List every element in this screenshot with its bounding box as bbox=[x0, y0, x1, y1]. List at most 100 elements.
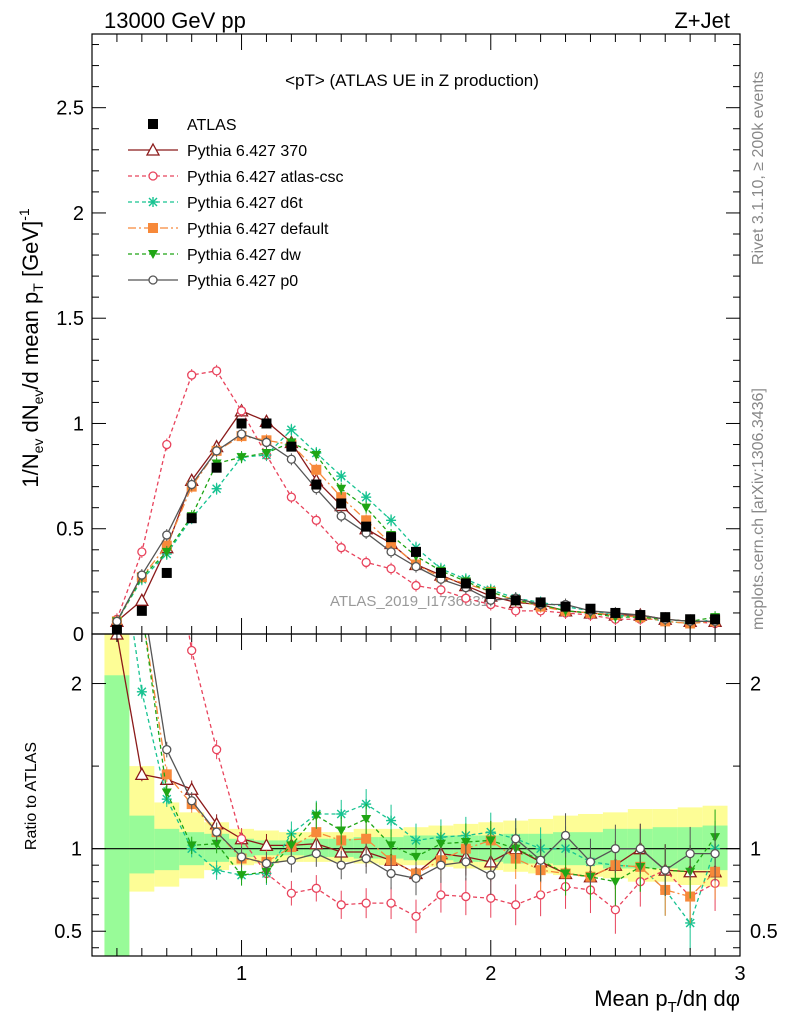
data-point bbox=[311, 515, 321, 525]
axis-ticks: 00.511.522.51 2 30.5 0.51 12 2 bbox=[54, 34, 778, 985]
data-point bbox=[286, 855, 297, 865]
legend-label: Pythia 6.427 p0 bbox=[187, 273, 298, 290]
data-point bbox=[286, 454, 297, 464]
data-point bbox=[436, 860, 446, 870]
y-tick-label: 2.5 bbox=[56, 98, 84, 120]
data-point bbox=[236, 871, 247, 881]
legend-entry: ATLAS bbox=[148, 117, 237, 134]
data-point bbox=[336, 826, 347, 836]
data-point bbox=[112, 616, 122, 627]
data-point bbox=[211, 446, 222, 456]
mcplots-label: mcplots.cern.ch [arXiv:1306.3436] bbox=[750, 388, 767, 630]
data-point bbox=[710, 614, 721, 625]
y-tick-label: 0.5 bbox=[56, 519, 84, 541]
legend-entry: Pythia 6.427 dw bbox=[128, 247, 301, 264]
data-point bbox=[461, 891, 471, 902]
ratio-y-tick-label: 0.5 bbox=[54, 921, 82, 943]
ratio-series-line bbox=[147, 634, 720, 896]
data-point bbox=[685, 848, 695, 859]
data-point bbox=[585, 857, 596, 867]
y-tick-label: 2 bbox=[73, 203, 84, 225]
legend-label: Pythia 6.427 default bbox=[187, 221, 329, 238]
data-point bbox=[461, 857, 471, 867]
data-point bbox=[187, 370, 197, 380]
band-green bbox=[104, 675, 130, 956]
data-point bbox=[259, 838, 274, 852]
ratio-y-tick-label: 2 bbox=[750, 674, 761, 696]
data-point bbox=[386, 564, 396, 574]
data-point bbox=[236, 429, 247, 439]
ratio-y-tick-label: 2 bbox=[71, 674, 82, 696]
x-tick-label: 3 bbox=[734, 963, 745, 985]
data-point bbox=[411, 911, 421, 922]
data-point bbox=[411, 852, 421, 862]
data-point bbox=[148, 171, 158, 181]
data-point bbox=[610, 844, 621, 854]
data-point bbox=[186, 513, 197, 524]
data-point bbox=[511, 900, 521, 910]
data-point bbox=[187, 796, 197, 806]
y-axis-label: 1/Nev dNev/d mean pT [GeV]-1 bbox=[16, 208, 46, 488]
data-point bbox=[336, 471, 347, 482]
data-point bbox=[162, 439, 172, 450]
band-green bbox=[129, 815, 155, 874]
data-point bbox=[286, 888, 297, 898]
data-point bbox=[134, 767, 149, 781]
legend-label: Pythia 6.427 atlas-csc bbox=[187, 169, 344, 186]
data-point bbox=[211, 483, 222, 494]
data-point bbox=[211, 744, 222, 755]
data-point bbox=[411, 873, 421, 884]
y-tick-label: 0 bbox=[73, 624, 84, 646]
legend-label: Pythia 6.427 dw bbox=[187, 247, 301, 264]
data-point bbox=[136, 686, 147, 697]
data-point bbox=[386, 538, 397, 549]
header-left: 13000 GeV pp bbox=[104, 8, 246, 33]
data-point bbox=[311, 464, 322, 475]
data-point bbox=[236, 453, 247, 463]
legend-entry: Pythia 6.427 370 bbox=[128, 142, 307, 160]
data-point bbox=[485, 589, 496, 599]
ratio-panel-series bbox=[109, 634, 723, 950]
rivet-label: Rivet 3.1.10, ≥ 200k events bbox=[750, 71, 767, 265]
data-point bbox=[261, 858, 272, 869]
data-point bbox=[311, 883, 321, 893]
data-point bbox=[585, 603, 596, 614]
data-point bbox=[486, 893, 496, 903]
header-right: Z+Jet bbox=[674, 8, 730, 33]
data-point bbox=[386, 532, 397, 543]
data-point bbox=[435, 567, 446, 578]
band-green bbox=[154, 828, 180, 871]
data-point bbox=[535, 855, 546, 865]
legend: ATLAS Pythia 6.427 370 Pythia 6.427 atlas-… bbox=[128, 117, 344, 290]
data-point bbox=[336, 498, 347, 509]
data-point bbox=[560, 830, 571, 841]
data-point bbox=[435, 839, 446, 849]
data-point bbox=[136, 605, 147, 616]
data-point bbox=[187, 479, 197, 490]
data-point bbox=[685, 614, 696, 625]
data-point bbox=[137, 547, 147, 557]
data-point bbox=[161, 567, 172, 578]
data-point bbox=[311, 848, 321, 859]
legend-entry: Pythia 6.427 p0 bbox=[128, 273, 298, 290]
data-point bbox=[211, 839, 222, 849]
data-point bbox=[361, 503, 372, 513]
data-point bbox=[635, 844, 645, 854]
data-point bbox=[286, 441, 297, 452]
data-point bbox=[635, 610, 646, 621]
data-point bbox=[148, 275, 158, 285]
data-point bbox=[411, 561, 421, 572]
data-point bbox=[535, 597, 546, 608]
legend-entry: Pythia 6.427 atlas-csc bbox=[128, 169, 344, 186]
data-point bbox=[236, 852, 247, 862]
data-point bbox=[161, 788, 172, 798]
data-point bbox=[145, 142, 161, 156]
data-point bbox=[436, 585, 446, 595]
data-point bbox=[336, 484, 347, 494]
data-point bbox=[535, 890, 546, 900]
data-point bbox=[510, 595, 521, 606]
data-point bbox=[361, 833, 372, 844]
data-point bbox=[261, 437, 272, 448]
watermark: ATLAS_2019_I1736531 bbox=[330, 593, 489, 610]
data-point bbox=[460, 838, 471, 848]
